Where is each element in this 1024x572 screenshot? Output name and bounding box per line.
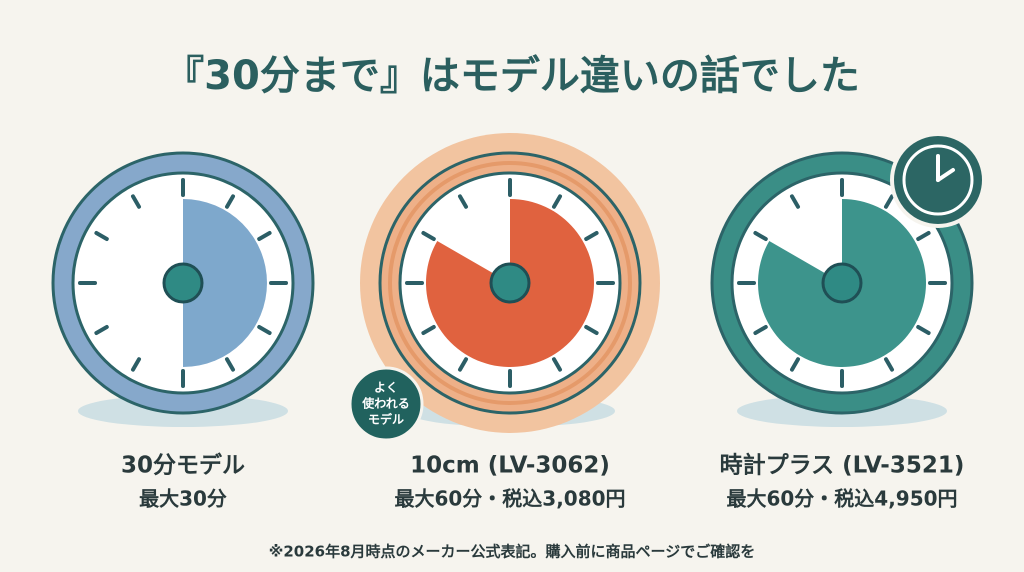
tick [552,357,562,372]
footnote: ※2026年8月時点のメーカー公式表記。購入前に商品ページでご確認を [269,543,755,561]
badge-line: 使われる [361,396,409,411]
center-knob [821,262,863,304]
badge-line: よく [374,381,398,395]
tick [458,357,468,372]
tick [753,231,768,241]
item-detail: 最大60分・税込3,080円 [394,487,625,511]
tick [790,194,800,209]
title: 『30分まで』はモデル違いの話でした [164,53,860,99]
tick [131,357,141,372]
tick [753,325,768,335]
item-name: 30分モデル [121,452,245,479]
badge: よく 使われる モデル [348,366,424,442]
tick [584,231,599,241]
tick [584,325,599,335]
tick [225,357,235,372]
item-name: 時計プラス (LV-3521) [720,452,965,479]
item-detail: 最大60分・税込4,950円 [726,487,957,511]
tick [421,325,436,335]
time-wedge [183,199,267,367]
clocks [51,132,986,433]
center-knob [162,262,204,304]
item-detail: 最大30分 [139,487,227,511]
item-name: 10cm (LV-3062) [410,453,610,479]
center-knob [489,262,531,304]
tick [257,231,272,241]
inner-ring [388,161,632,405]
tick [458,194,468,209]
tick [94,325,109,335]
tick [225,194,235,209]
mini-clock-face [902,144,974,216]
tick [257,325,272,335]
tick [916,231,931,241]
tick [421,231,436,241]
tick [916,325,931,335]
badge-line: モデル [368,412,404,427]
tick [884,357,894,372]
badge-circle [348,366,424,442]
tick [94,231,109,241]
tick [131,194,141,209]
tick [552,194,562,209]
tick [884,194,894,209]
tick [790,357,800,372]
mini-hand [936,168,955,182]
